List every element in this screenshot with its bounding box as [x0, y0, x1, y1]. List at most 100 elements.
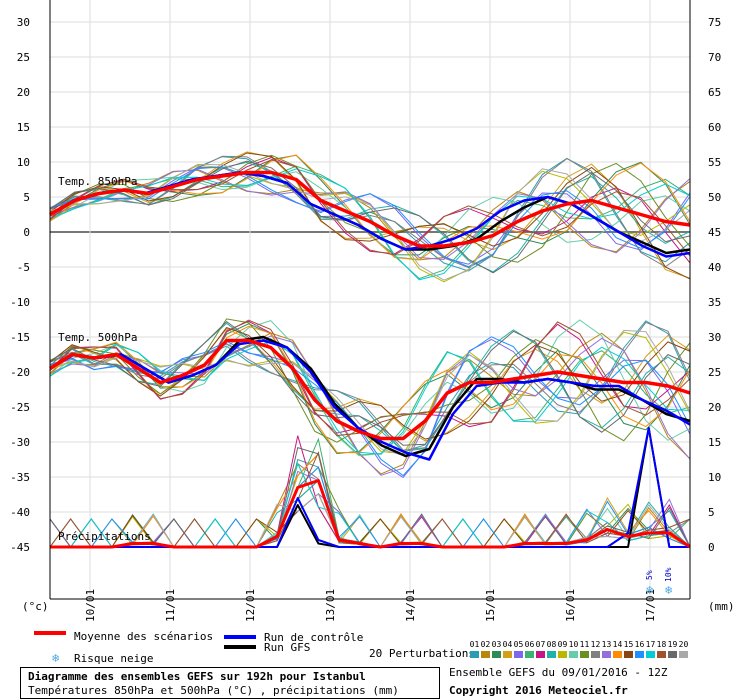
perturbation-color-swatch — [558, 651, 567, 658]
left-tick-label: 5 — [23, 191, 30, 204]
perturbation-number: 09 — [557, 640, 568, 649]
footer-run: Ensemble GEFS du 09/01/2016 - 12Z — [449, 666, 668, 679]
perturbation-line-t850 — [49, 161, 691, 273]
left-tick-label: -10 — [10, 296, 30, 309]
mean-line-t850 — [49, 170, 691, 248]
perturbation-color-swatch — [635, 651, 644, 658]
perturbation-number: 06 — [524, 640, 535, 649]
date-tick-label: 12/01 — [244, 589, 257, 622]
perturbation-line-t500 — [49, 336, 691, 477]
left-tick-label: -20 — [10, 366, 30, 379]
perturbation-number: 20 — [678, 640, 689, 649]
date-tick-label: 17/01 — [644, 589, 657, 622]
perturbation-line-t500 — [49, 335, 691, 476]
snow-risk-marker-1: ❄ 5% — [645, 570, 654, 597]
perturbation-line-t500 — [49, 321, 691, 451]
snow-risk-marker-2: ❄ 10% — [664, 567, 673, 597]
legend-perturbations-label: 20 Perturbations — [369, 647, 475, 660]
perturbation-color-swatch — [613, 651, 622, 658]
right-tick-label: 55 — [708, 156, 721, 169]
perturbation-color-swatch — [646, 651, 655, 658]
right-tick-label: 20 — [708, 401, 721, 414]
right-tick-label: 5 — [708, 506, 715, 519]
perturbation-color-swatch — [602, 651, 611, 658]
right-tick-label: 15 — [708, 436, 721, 449]
perturbation-color-swatch — [503, 651, 512, 658]
perturbation-line-t850 — [49, 171, 691, 260]
perturbation-number: 11 — [579, 640, 590, 649]
right-tick-label: 30 — [708, 331, 721, 344]
legend-gfs-swatch — [224, 645, 256, 649]
footer-title: Diagramme des ensembles GEFS sur 192h po… — [28, 670, 366, 683]
perturbation-line-t850 — [49, 168, 691, 281]
left-axis-unit: (°c) — [22, 600, 49, 613]
perturbation-line-t850 — [49, 151, 691, 279]
footer-copyright: Copyright 2016 Meteociel.fr — [449, 684, 628, 697]
right-tick-label: 65 — [708, 86, 721, 99]
perturbation-number: 17 — [645, 640, 656, 649]
left-tick-label: -5 — [17, 261, 30, 274]
right-axis-unit: (mm) — [708, 600, 735, 613]
perturbation-line-t850 — [49, 165, 691, 283]
perturbation-line-t850 — [49, 168, 691, 260]
right-tick-label: 40 — [708, 261, 721, 274]
perturbation-number: 14 — [612, 640, 623, 649]
mean-line-t500 — [49, 338, 691, 441]
perturbation-number: 10 — [568, 640, 579, 649]
perturbation-number: 01 — [469, 640, 480, 649]
perturbation-color-swatch — [679, 651, 688, 658]
left-tick-label: 25 — [17, 51, 30, 64]
footer-title-box — [20, 667, 440, 699]
snowflake-icon: ❄ — [646, 583, 653, 597]
perturbation-lines — [49, 151, 691, 548]
perturbation-color-swatch — [624, 651, 633, 658]
grid — [50, 0, 690, 599]
left-tick-label: -35 — [10, 471, 30, 484]
legend-control-swatch — [224, 635, 256, 639]
perturbation-number: 04 — [502, 640, 513, 649]
right-tick-label: 0 — [708, 541, 715, 554]
main-series-lines — [49, 170, 691, 549]
perturbation-line-t500 — [49, 318, 691, 443]
right-tick-label: 35 — [708, 296, 721, 309]
perturbation-number: 13 — [601, 640, 612, 649]
perturbation-color-swatch — [547, 651, 556, 658]
control-line-precip — [50, 427, 690, 548]
footer-subtitle: Températures 850hPa et 500hPa (°C) , pré… — [28, 684, 399, 697]
panel-label-t500: Temp. 500hPa — [58, 331, 137, 344]
perturbation-number: 05 — [513, 640, 524, 649]
panel-label-precip: Précipitations — [58, 530, 151, 543]
perturbation-color-swatch — [492, 651, 501, 658]
left-tick-label: -30 — [10, 436, 30, 449]
date-tick-label: 14/01 — [404, 589, 417, 622]
perturbation-number: 18 — [656, 640, 667, 649]
perturbation-color-swatch — [470, 651, 479, 658]
date-tick-label: 15/01 — [484, 589, 497, 622]
perturbation-color-swatch — [514, 651, 523, 658]
perturbation-line-t500 — [49, 340, 691, 455]
perturbation-line-t500 — [49, 331, 691, 455]
perturbation-color-swatch — [591, 651, 600, 658]
right-tick-label: 45 — [708, 226, 721, 239]
left-tick-label: -15 — [10, 331, 30, 344]
perturbation-color-swatch — [657, 651, 666, 658]
perturbation-number: 08 — [546, 640, 557, 649]
legend-gfs-label: Run GFS — [264, 641, 311, 654]
snowflake-icon: ❄ — [665, 583, 672, 597]
perturbation-color-swatch — [481, 651, 490, 658]
perturbation-color-swatch — [536, 651, 545, 658]
left-tick-label: -40 — [10, 506, 30, 519]
date-tick-label: 13/01 — [324, 589, 337, 622]
left-tick-label: 20 — [17, 86, 30, 99]
left-tick-label: -25 — [10, 401, 30, 414]
snow-risk-label: 5% — [645, 570, 654, 580]
perturbation-color-swatch — [668, 651, 677, 658]
legend-control-label: Run de contrôle — [264, 631, 364, 644]
left-tick-label: 15 — [17, 121, 30, 134]
perturbation-number: 15 — [623, 640, 634, 649]
perturbation-color-swatch — [525, 651, 534, 658]
left-tick-label: -45 — [10, 541, 30, 554]
right-tick-label: 60 — [708, 121, 721, 134]
